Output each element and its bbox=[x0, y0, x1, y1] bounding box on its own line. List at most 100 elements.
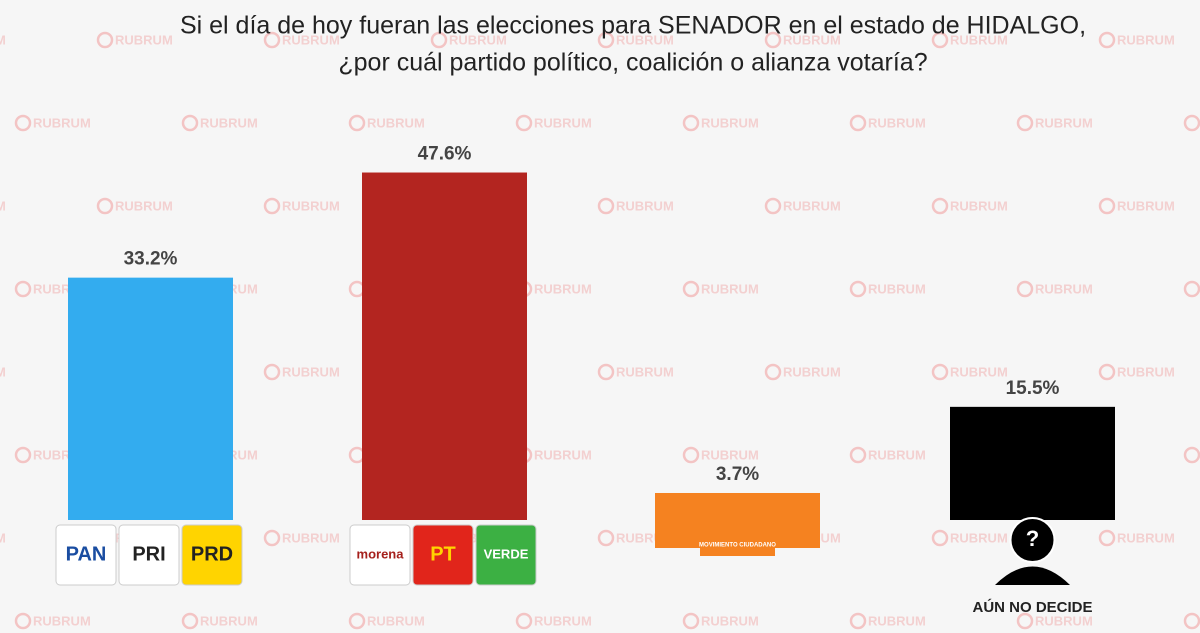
watermark-text: RUBRUM bbox=[950, 198, 1008, 213]
watermark-icon bbox=[1183, 114, 1200, 132]
watermark-text: RUBRUM bbox=[783, 364, 841, 379]
watermark-icon bbox=[1098, 31, 1116, 49]
watermark-icon bbox=[348, 446, 366, 464]
watermark-icon bbox=[849, 446, 867, 464]
logo-text: VERDE bbox=[484, 546, 529, 561]
watermark-text: RUBRUM bbox=[1117, 198, 1175, 213]
watermark-text: RUBRUM bbox=[616, 364, 674, 379]
watermark-icon bbox=[1183, 612, 1200, 630]
watermark-text: RUBRUM bbox=[701, 447, 759, 462]
value-label: 3.7% bbox=[716, 464, 759, 485]
watermark-icon bbox=[263, 31, 281, 49]
watermark-icon bbox=[14, 446, 32, 464]
silhouette bbox=[995, 566, 1070, 585]
value-label: 33.2% bbox=[124, 249, 178, 270]
watermark-text: RUBRUM bbox=[1117, 530, 1175, 545]
watermark-text: RUBRUM bbox=[0, 530, 6, 545]
watermark-text: RUBRUM bbox=[0, 364, 6, 379]
watermark-icon bbox=[764, 197, 782, 215]
watermark-icon bbox=[931, 197, 949, 215]
watermark-text: RUBRUM bbox=[282, 198, 340, 213]
logo-text: ? bbox=[1026, 526, 1039, 551]
watermark-text: RUBRUM bbox=[1035, 613, 1093, 628]
watermark-text: RUBRUM bbox=[1117, 364, 1175, 379]
watermark-icon bbox=[1183, 446, 1200, 464]
silhouette bbox=[1009, 517, 1056, 563]
watermark-icon bbox=[849, 114, 867, 132]
bar bbox=[68, 277, 233, 520]
watermark-text: RUBRUM bbox=[701, 281, 759, 296]
watermark-icon bbox=[348, 114, 366, 132]
bar bbox=[362, 172, 527, 520]
watermark-icon bbox=[849, 280, 867, 298]
watermark-text: RUBRUM bbox=[534, 281, 592, 296]
watermark-text: RUBRUM bbox=[616, 32, 674, 47]
watermark-text: RUBRUM bbox=[282, 530, 340, 545]
watermark-icon bbox=[764, 31, 782, 49]
watermark-text: RUBRUM bbox=[1117, 32, 1175, 47]
watermark-icon bbox=[682, 612, 700, 630]
logo bbox=[118, 524, 180, 586]
logo-text: PRD bbox=[191, 543, 233, 565]
watermark-icon bbox=[348, 612, 366, 630]
watermark-text: RUBRUM bbox=[950, 530, 1008, 545]
watermark-icon bbox=[849, 612, 867, 630]
x-tick-label: AÚN NO DECIDE bbox=[972, 598, 1092, 616]
logo bbox=[55, 524, 117, 586]
logo bbox=[475, 524, 537, 586]
logo bbox=[700, 508, 775, 556]
watermark-icon bbox=[96, 197, 114, 215]
watermark-icon bbox=[14, 612, 32, 630]
watermark-icon bbox=[682, 280, 700, 298]
watermark-icon bbox=[263, 197, 281, 215]
watermark-text: RUBRUM bbox=[200, 115, 258, 130]
watermark-text: RUBRUM bbox=[1035, 115, 1093, 130]
chart-title: Si el día de hoy fueran las elecciones p… bbox=[180, 12, 1086, 40]
logo-text: PRI bbox=[132, 543, 165, 565]
watermark-text: RUBRUM bbox=[783, 32, 841, 47]
watermark-icon bbox=[430, 31, 448, 49]
watermark-text: RUBRUM bbox=[0, 198, 6, 213]
watermark-icon bbox=[931, 31, 949, 49]
watermark-text: RUBRUM bbox=[783, 198, 841, 213]
chart-title: ¿por cuál partido político, coalición o … bbox=[338, 49, 927, 77]
watermark-icon bbox=[931, 529, 949, 547]
value-label: 47.6% bbox=[418, 144, 472, 165]
watermark-icon bbox=[263, 363, 281, 381]
watermark-text: RUBRUM bbox=[950, 32, 1008, 47]
watermark-text: RUBRUM bbox=[115, 198, 173, 213]
logo-text: PAN bbox=[66, 543, 107, 565]
watermark-text: RUBRUM bbox=[701, 613, 759, 628]
watermark-text: RUBRUM bbox=[33, 613, 91, 628]
watermark-icon bbox=[14, 280, 32, 298]
logo-text: morena bbox=[357, 546, 405, 561]
watermark-icon bbox=[1016, 114, 1034, 132]
watermark-icon bbox=[1016, 280, 1034, 298]
watermark-icon bbox=[1183, 280, 1200, 298]
watermark-text: RUBRUM bbox=[115, 32, 173, 47]
watermark-text: RUBRUM bbox=[200, 613, 258, 628]
watermark-icon bbox=[597, 197, 615, 215]
watermark-text: RUBRUM bbox=[534, 613, 592, 628]
bar bbox=[950, 406, 1115, 520]
watermark-icon bbox=[263, 529, 281, 547]
watermark-icon bbox=[1098, 197, 1116, 215]
watermark-text: RUBRUM bbox=[282, 32, 340, 47]
watermark-icon bbox=[348, 280, 366, 298]
logo bbox=[349, 524, 411, 586]
watermark-icon bbox=[1098, 363, 1116, 381]
watermark-text: RUBRUM bbox=[367, 613, 425, 628]
watermark-text: RUBRUM bbox=[616, 198, 674, 213]
watermark-icon bbox=[682, 114, 700, 132]
watermark-text: RUBRUM bbox=[868, 281, 926, 296]
watermark-icon bbox=[931, 363, 949, 381]
watermark-icon bbox=[597, 529, 615, 547]
watermark-icon bbox=[515, 612, 533, 630]
watermark-text: RUBRUM bbox=[449, 32, 507, 47]
logo-text: PT bbox=[430, 543, 456, 565]
watermark-icon bbox=[181, 114, 199, 132]
watermark-text: RUBRUM bbox=[868, 447, 926, 462]
watermark-icon bbox=[597, 363, 615, 381]
watermark-text: RUBRUM bbox=[950, 364, 1008, 379]
